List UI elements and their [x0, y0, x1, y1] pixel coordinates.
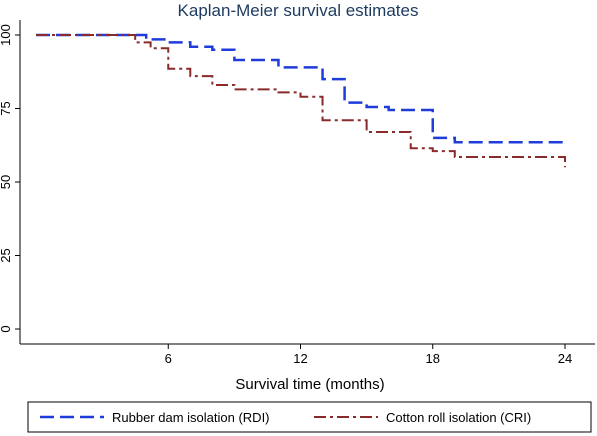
x-tick-label: 12: [293, 351, 307, 366]
y-tick-label: 25: [0, 248, 13, 262]
legend-label-cri: Cotton roll isolation (CRI): [386, 410, 531, 425]
y-axis-ticks: 0 25 50 75 100: [0, 24, 20, 333]
survival-curves: [36, 33, 566, 168]
y-tick-label: 75: [0, 101, 13, 115]
y-tick-label: 100: [0, 24, 13, 46]
series-line-cri: [36, 34, 566, 168]
series-line-rdi: [36, 33, 565, 144]
x-tick-label: 18: [426, 351, 440, 366]
y-tick-label: 50: [0, 175, 13, 189]
x-tick-label: 24: [558, 351, 572, 366]
y-tick-label: 0: [0, 325, 13, 332]
legend: Rubber dam isolation (RDI) Cotton roll i…: [27, 401, 592, 433]
x-axis-label: Survival time (months): [235, 376, 384, 393]
legend-box: [27, 401, 592, 433]
x-tick-label: 6: [165, 351, 172, 366]
chart-title: Kaplan-Meier survival estimates: [178, 1, 419, 20]
x-axis-ticks: 6 12 18 24: [165, 344, 572, 366]
legend-label-rdi: Rubber dam isolation (RDI): [112, 410, 270, 425]
